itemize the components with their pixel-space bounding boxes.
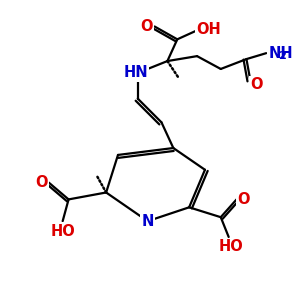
Text: O: O [140, 19, 153, 34]
Text: O: O [237, 192, 250, 207]
Text: OH: OH [196, 22, 221, 37]
Text: O: O [250, 77, 262, 92]
Text: NH: NH [268, 46, 293, 61]
Text: 2: 2 [278, 51, 286, 61]
Text: HO: HO [218, 239, 243, 254]
Text: HN: HN [124, 65, 148, 80]
Text: HO: HO [50, 224, 75, 238]
Text: O: O [36, 175, 48, 190]
Text: N: N [141, 214, 154, 229]
